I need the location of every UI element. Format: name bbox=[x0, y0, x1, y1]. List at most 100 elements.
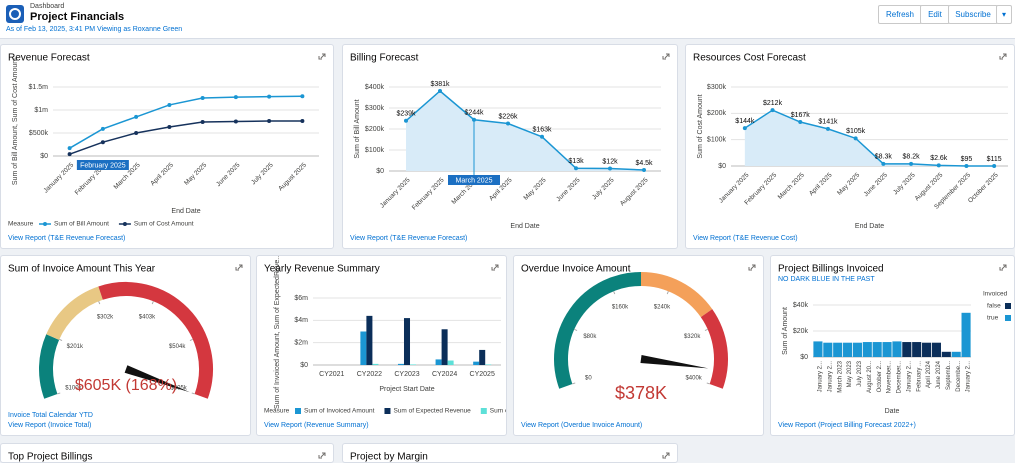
y-tick-label: $200k bbox=[707, 110, 727, 117]
gauge-tick-label: $80k bbox=[583, 334, 597, 340]
gauge-value: $378K bbox=[615, 383, 667, 403]
y-tick-label: $6m bbox=[294, 295, 308, 302]
report-link[interactable]: View Report (Invoice Total) bbox=[8, 422, 91, 429]
point bbox=[167, 125, 172, 130]
bar-segment bbox=[892, 341, 902, 357]
button[interactable]: Subscribe bbox=[948, 5, 998, 24]
widget-title: Billing Forecast bbox=[350, 53, 419, 64]
highlight-box bbox=[76, 160, 129, 170]
expand-icon[interactable] bbox=[748, 264, 756, 271]
widget-title: Yearly Revenue Summary bbox=[264, 264, 380, 275]
gauge-tick bbox=[613, 291, 616, 295]
bar bbox=[397, 363, 404, 365]
x-tick-label: June 2025 bbox=[215, 161, 242, 188]
legend-label: Sum of Cost Amount bbox=[134, 221, 194, 228]
point bbox=[200, 96, 205, 101]
legend-swatch bbox=[1005, 315, 1011, 321]
report-link[interactable]: View Report (T&E Revenue Forecast) bbox=[350, 235, 467, 242]
legend-label: Sum of Expected Revenue bbox=[393, 408, 471, 415]
bar-segment bbox=[852, 342, 862, 357]
gauge-tick bbox=[191, 392, 195, 395]
data-label: $167k bbox=[791, 112, 811, 119]
expand-icon[interactable] bbox=[491, 264, 499, 271]
point bbox=[608, 166, 612, 171]
x-tick-label: January 2025 bbox=[42, 161, 75, 194]
bar-segment bbox=[833, 342, 843, 357]
data-label: $244k bbox=[464, 110, 484, 117]
report-link[interactable]: View Report (Project Billing Forecast 20… bbox=[778, 422, 916, 429]
point bbox=[506, 121, 510, 126]
bar bbox=[485, 364, 492, 365]
bar-segment bbox=[951, 351, 961, 357]
data-label: $115 bbox=[987, 156, 1002, 163]
gauge-tick-label: $320k bbox=[684, 334, 701, 340]
dropdown-button[interactable]: ▾ bbox=[996, 5, 1012, 24]
legend-label: true bbox=[987, 315, 999, 322]
x-tick-label: April 2025 bbox=[149, 161, 175, 187]
bar bbox=[435, 359, 442, 365]
x-tick-label: January 2025 bbox=[379, 176, 412, 209]
report-link[interactable]: View Report (Revenue Summary) bbox=[264, 422, 369, 429]
expand-icon[interactable] bbox=[318, 53, 326, 60]
bar bbox=[441, 329, 448, 365]
y-tick-label: $0 bbox=[300, 362, 308, 369]
point bbox=[67, 146, 72, 151]
legend-swatch bbox=[122, 222, 127, 226]
report-link[interactable]: View Report (Overdue Invoice Amount) bbox=[521, 422, 642, 429]
widget-canvas: Project by Margin bbox=[350, 452, 670, 462]
bar-segment bbox=[902, 342, 912, 357]
legend-label: Sum of Invoiced Amount bbox=[304, 408, 375, 415]
widget: Billing Forecast View Report (T&E Revenue… bbox=[342, 44, 678, 249]
expand-icon[interactable] bbox=[999, 264, 1007, 271]
line bbox=[744, 109, 995, 167]
data-label: $239k bbox=[396, 111, 416, 118]
widget: Sum of Invoice Amount This Year View Repo… bbox=[0, 255, 251, 436]
widget: Resources Cost Forecast View Report (T&E … bbox=[685, 44, 1015, 249]
gauge-band bbox=[554, 272, 642, 389]
point bbox=[642, 168, 646, 173]
data-label: $4.5k bbox=[635, 160, 653, 167]
y-tick-label: $300k bbox=[707, 84, 727, 91]
x-tick-label: CY2022 bbox=[357, 371, 382, 378]
x-tick-label: October 2... bbox=[877, 361, 883, 393]
gauge-tick-label: $400k bbox=[685, 376, 702, 382]
point bbox=[200, 119, 205, 124]
y-tick-label: $100k bbox=[707, 137, 727, 144]
expand-icon[interactable] bbox=[318, 452, 326, 459]
widget-canvas: Resources Cost Forecast View Report (T&E … bbox=[693, 53, 1008, 242]
report-link[interactable]: View Report (T&E Revenue Forecast) bbox=[8, 235, 125, 242]
widget-canvas: Top Project Billings bbox=[8, 452, 326, 462]
legend-title: Invoiced bbox=[983, 291, 1008, 298]
gauge-tick-label: $504k bbox=[169, 344, 186, 350]
y-tick-label: $1.5m bbox=[29, 84, 49, 91]
point bbox=[67, 152, 72, 157]
x-tick-label: August 2025 bbox=[619, 176, 650, 207]
expand-icon[interactable] bbox=[999, 53, 1007, 60]
bar-segment bbox=[813, 341, 823, 357]
gauge-tick bbox=[189, 338, 193, 341]
report-link[interactable]: View Report (T&E Revenue Cost) bbox=[693, 235, 798, 242]
expand-icon[interactable] bbox=[235, 264, 243, 271]
button[interactable]: Refresh bbox=[878, 5, 922, 24]
bar bbox=[447, 360, 454, 365]
expand-icon[interactable] bbox=[662, 53, 670, 60]
widget-subtitle: NO DARK BLUE IN THE PAST bbox=[778, 276, 875, 283]
point bbox=[574, 166, 578, 171]
caption: Invoice Total Calendar YTD bbox=[8, 412, 93, 419]
widget-title: Overdue Invoice Amount bbox=[521, 264, 631, 275]
button[interactable]: Edit bbox=[920, 5, 950, 24]
y-axis-label: Sum of Invoiced Amount, Sum of ExpectedR… bbox=[274, 256, 281, 409]
x-tick-label: April 2025 bbox=[808, 171, 834, 197]
x-tick-label: June 2025 bbox=[863, 171, 890, 198]
x-tick-label: July 2025 bbox=[892, 171, 917, 196]
data-label: $141k bbox=[818, 119, 838, 126]
y-tick-label: $0 bbox=[718, 163, 726, 170]
x-tick-label: January 2... bbox=[906, 361, 912, 393]
x-tick-label: CY2025 bbox=[470, 371, 495, 378]
bar-segment bbox=[882, 342, 892, 357]
y-tick-label: $0 bbox=[800, 354, 808, 361]
gauge-tick-label: $403k bbox=[139, 315, 156, 321]
legend-swatch bbox=[1005, 303, 1011, 309]
expand-icon[interactable] bbox=[662, 452, 670, 459]
gauge-tick-label: $240k bbox=[654, 305, 671, 311]
